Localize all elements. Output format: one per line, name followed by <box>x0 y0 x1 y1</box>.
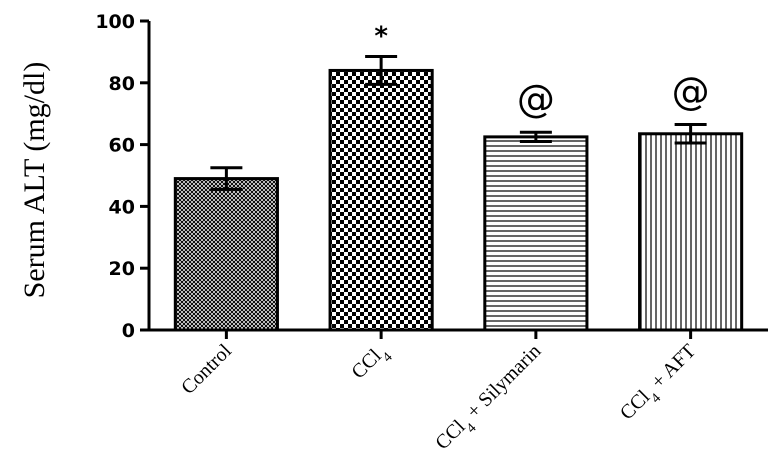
significance-marker: @ <box>672 70 710 114</box>
bar-3 <box>483 135 589 332</box>
y-tick-label: 0 <box>122 320 135 342</box>
y-tick-label: 20 <box>109 258 135 280</box>
annotations: * @ @ <box>374 22 709 122</box>
y-tick-label: 40 <box>109 196 135 218</box>
error-bars <box>210 55 707 191</box>
x-tick-label: CCl4 + Silymarin <box>431 340 550 459</box>
x-tick-label: CCl4 + AFT <box>616 340 705 429</box>
bars <box>173 68 744 332</box>
bar-1 <box>173 177 279 332</box>
x-tick-label: CCl4 <box>347 340 395 388</box>
y-tick-label: 80 <box>109 73 135 95</box>
y-ticks: 0 20 40 60 80 100 <box>95 11 149 342</box>
x-ticks: Control CCl4 CCl4 + Silymarin CCl4 + AFT <box>177 330 705 459</box>
significance-marker: @ <box>517 77 555 121</box>
y-tick-label: 60 <box>109 135 135 157</box>
bar-2 <box>328 68 434 332</box>
y-tick-label: 100 <box>95 11 135 33</box>
significance-marker: * <box>374 22 388 52</box>
bar-4 <box>638 132 744 332</box>
x-tick-label: Control <box>177 340 236 399</box>
y-axis-title: Serum ALT (mg/dl) <box>18 62 51 299</box>
